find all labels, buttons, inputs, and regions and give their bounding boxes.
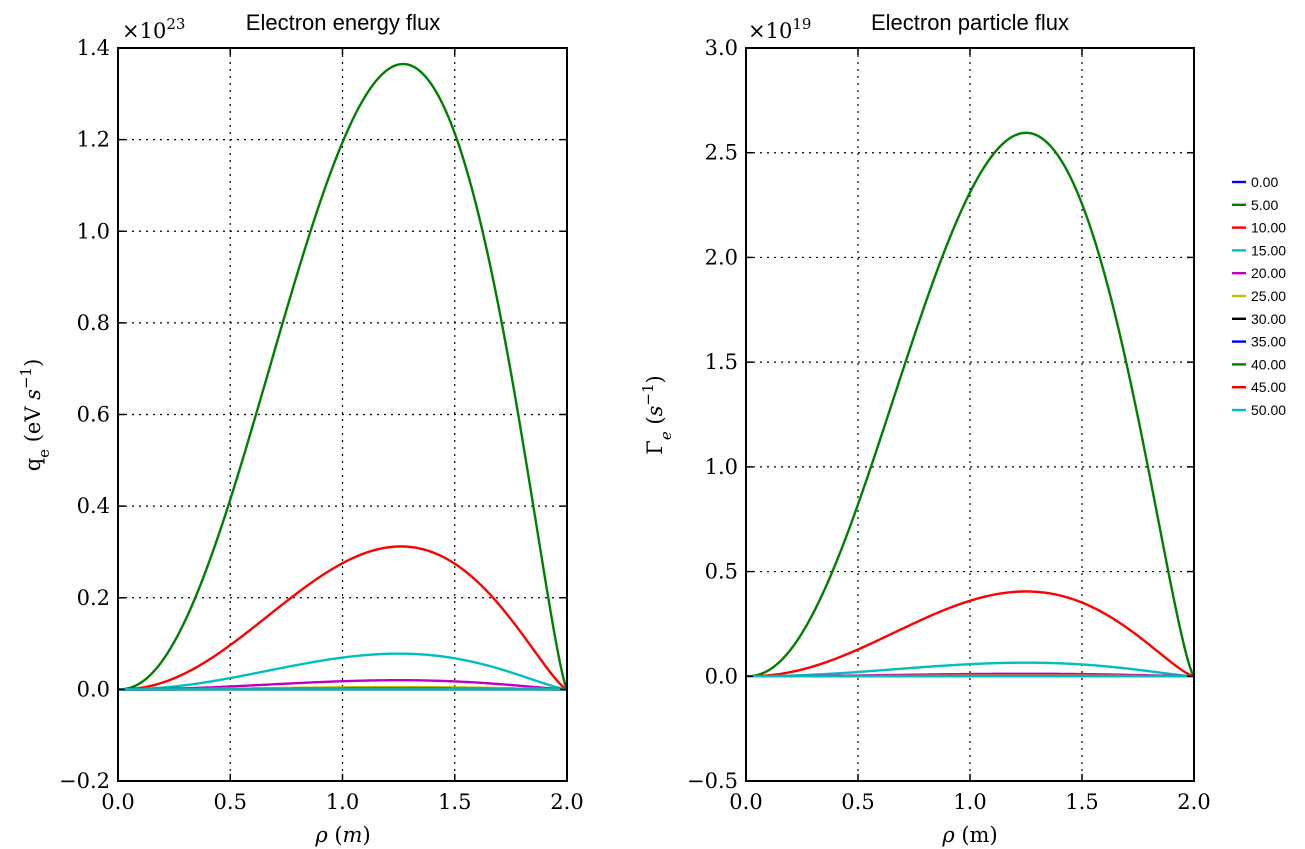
x-tick-label: 2.0 — [1177, 790, 1210, 814]
energy-flux-chart: Electron energy flux ×1023 ρ (m) qe (eV … — [17, 10, 584, 847]
series-line-5.00 — [117, 62, 569, 691]
chart-title: Electron energy flux — [246, 10, 440, 35]
x-tick-label: 1.0 — [326, 790, 359, 814]
series-line-15.00 — [117, 652, 568, 691]
series-line-5.00 — [745, 131, 1196, 678]
series-line-10.00 — [117, 545, 568, 691]
legend: 0.00 5.00 10.00 15.00 20.00 25.00 30.00 35.00 40… — [1232, 174, 1286, 418]
legend-label: 0.00 — [1251, 174, 1278, 190]
legend-label: 40.00 — [1251, 356, 1286, 372]
y-tick-label: 2.0 — [705, 245, 738, 269]
legend-label: 25.00 — [1251, 288, 1286, 304]
legend-label: 30.00 — [1251, 311, 1286, 327]
legend-label: 10.00 — [1251, 220, 1286, 236]
series-line-15.00 — [746, 661, 1195, 678]
x-tick-label: 2.0 — [550, 790, 583, 814]
x-tick-label: 0.0 — [729, 790, 762, 814]
x-tick-label: 1.5 — [438, 790, 471, 814]
y-tick-label: 1.5 — [705, 350, 738, 374]
y-tick-label: 0.6 — [77, 403, 110, 427]
y-tick-label: 0.8 — [77, 311, 110, 335]
x-tick-label: 0.5 — [214, 790, 247, 814]
y-tick-label: −0.5 — [687, 769, 738, 793]
particle-flux-chart: Electron particle flux ×1019 ρ (m) Γe (s… — [639, 10, 1211, 847]
x-tick-label: 1.5 — [1065, 790, 1098, 814]
y-tick-label: 1.0 — [77, 219, 110, 243]
axis-multiplier: ×1019 — [748, 15, 811, 43]
x-tick-label: 0.0 — [101, 790, 134, 814]
legend-label: 15.00 — [1251, 242, 1286, 258]
y-tick-label: 1.4 — [77, 36, 110, 60]
legend-label: 45.00 — [1251, 379, 1286, 395]
y-tick-label: 1.2 — [77, 128, 110, 152]
y-tick-label: 2.5 — [705, 141, 738, 165]
y-tick-label: 0.4 — [77, 494, 110, 518]
axis-multiplier: ×1023 — [122, 15, 185, 43]
y-axis-label: qe (eV s−1) — [17, 359, 53, 472]
y-tick-label: 3.0 — [705, 36, 738, 60]
x-tick-label: 0.5 — [841, 790, 874, 814]
y-tick-label: 1.0 — [705, 455, 738, 479]
chart-title: Electron particle flux — [871, 10, 1069, 35]
legend-label: 20.00 — [1251, 265, 1286, 281]
legend-label: 35.00 — [1251, 334, 1286, 350]
legend-label: 50.00 — [1251, 402, 1286, 418]
legend-label: 5.00 — [1251, 197, 1278, 213]
y-tick-label: −0.2 — [59, 769, 110, 793]
y-tick-label: 0.5 — [705, 560, 738, 584]
y-axis-label: Γe (s−1) — [639, 375, 675, 454]
x-axis-label: ρ (m) — [314, 823, 370, 847]
x-axis-label: ρ (m) — [941, 823, 997, 847]
y-tick-label: 0.2 — [77, 586, 110, 610]
series-line-10.00 — [745, 590, 1195, 678]
y-tick-label: 0.0 — [77, 677, 110, 701]
y-tick-label: 0.0 — [705, 664, 738, 688]
x-tick-label: 1.0 — [953, 790, 986, 814]
